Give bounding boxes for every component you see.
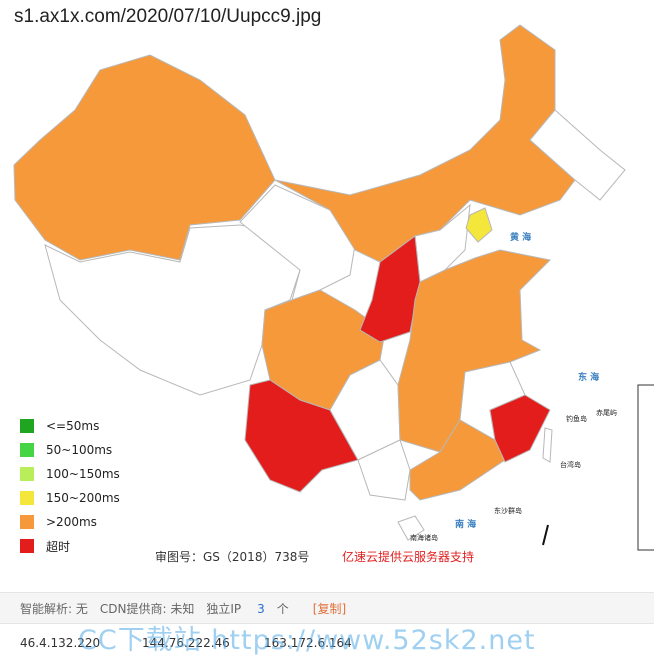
region-beijing bbox=[465, 207, 493, 243]
dns-info: 智能解析: 无 bbox=[20, 601, 88, 616]
ip-count: 3 bbox=[257, 601, 265, 616]
legend-swatch bbox=[20, 515, 34, 529]
region-yunnan bbox=[244, 379, 359, 493]
region-hainan bbox=[397, 515, 425, 541]
region-qinghai bbox=[239, 184, 356, 301]
legend-item: 100~150ms bbox=[20, 462, 120, 486]
legend-item: 超时 bbox=[20, 534, 120, 558]
ip-list: 46.4.132.220 144.76.222.46 163.172.6.164 bbox=[20, 636, 386, 650]
approval-number: 审图号：GS（2018）738号 bbox=[155, 550, 310, 564]
provinces bbox=[13, 24, 654, 551]
ip-address: 46.4.132.220 bbox=[20, 636, 101, 650]
legend-label: >200ms bbox=[46, 515, 97, 529]
legend-label: 超时 bbox=[46, 539, 71, 554]
ip-address: 144.76.222.46 bbox=[142, 636, 230, 650]
dash-line bbox=[542, 524, 549, 546]
region-xinjiang bbox=[13, 54, 276, 261]
legend: <=50ms 50~100ms 100~150ms 150~200ms >200ms 超时 bbox=[20, 414, 120, 558]
image-url: s1.ax1x.com/2020/07/10/Uupcc9.jpg bbox=[14, 6, 322, 27]
region-guangxi bbox=[357, 439, 411, 501]
island-label: 钓鱼岛 bbox=[566, 414, 587, 423]
copy-link[interactable]: [复制] bbox=[312, 601, 347, 616]
cdn-info: CDN提供商: 未知 bbox=[99, 601, 195, 616]
info-bar: 智能解析: 无 CDN提供商: 未知 独立IP 3 个 [复制] bbox=[0, 592, 654, 624]
island-label: 南海诸岛 bbox=[410, 533, 438, 542]
legend-item: 50~100ms bbox=[20, 438, 120, 462]
watermark: CC下载站 https://www.52sk2.net bbox=[78, 625, 536, 656]
sea-label: 黄 海 bbox=[510, 231, 531, 243]
region-taiwan bbox=[542, 427, 553, 463]
legend-label: 100~150ms bbox=[46, 467, 120, 481]
ip-address: 163.172.6.164 bbox=[264, 636, 352, 650]
legend-item: 150~200ms bbox=[20, 486, 120, 510]
island-label: 东沙群岛 bbox=[494, 506, 522, 515]
legend-swatch bbox=[20, 539, 34, 553]
sponsor-text: 亿速云提供云服务器支持 bbox=[342, 550, 475, 564]
region-central bbox=[397, 249, 552, 453]
region-fujian bbox=[489, 394, 551, 463]
legend-label: 150~200ms bbox=[46, 491, 120, 505]
legend-label: <=50ms bbox=[46, 419, 100, 433]
ip-unit: 个 bbox=[276, 601, 289, 616]
legend-item: >200ms bbox=[20, 510, 120, 534]
legend-label: 50~100ms bbox=[46, 443, 113, 457]
legend-swatch bbox=[20, 467, 34, 481]
sea-label: 东 海 bbox=[578, 371, 599, 383]
ip-label: 独立IP bbox=[206, 601, 242, 616]
inset-frame bbox=[637, 384, 654, 551]
region-shaanxi bbox=[359, 235, 421, 343]
sea-label: 南 海 bbox=[455, 518, 476, 530]
legend-swatch bbox=[20, 443, 34, 457]
legend-swatch bbox=[20, 419, 34, 433]
region-northeast bbox=[529, 109, 626, 201]
legend-item: <=50ms bbox=[20, 414, 120, 438]
region-tibet bbox=[44, 224, 301, 396]
island-label: 赤尾屿 bbox=[596, 408, 617, 417]
ip-info: 独立IP 3 个 bbox=[206, 600, 300, 617]
island-label: 台湾岛 bbox=[560, 460, 581, 469]
legend-swatch bbox=[20, 491, 34, 505]
china-map: 黄 海 东 海 南 海 台湾岛 东沙群岛 南海诸岛 钓鱼岛 赤尾屿 bbox=[13, 24, 654, 551]
